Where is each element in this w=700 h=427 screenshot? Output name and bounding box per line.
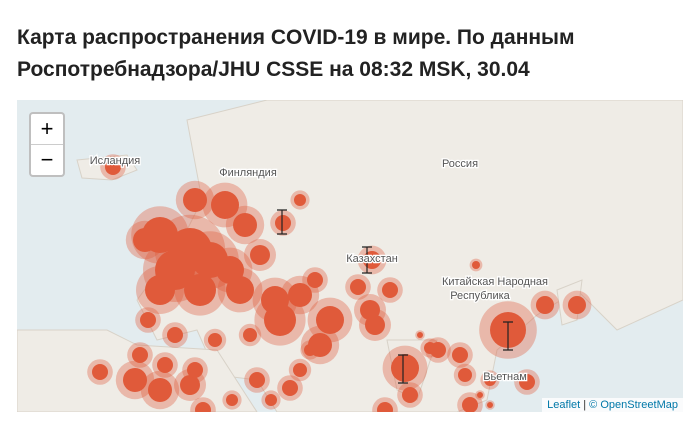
case-circle (365, 315, 385, 335)
place-labels: Исландия Финляндия Россия Казахстан Кита… (88, 154, 549, 385)
case-circle (293, 363, 307, 377)
case-circle (417, 332, 423, 338)
case-circle (208, 333, 222, 347)
case-circle (187, 362, 203, 378)
case-circle (250, 245, 270, 265)
case-circle (458, 368, 472, 382)
case-circle (243, 328, 257, 342)
case-circle (233, 213, 257, 237)
title: Карта распространения COVID-19 в мире. П… (17, 26, 575, 81)
case-circle (140, 312, 156, 328)
case-circle (462, 397, 478, 412)
case-circle (195, 402, 211, 412)
case-circle (350, 279, 366, 295)
case-circle (105, 159, 121, 175)
case-circle (282, 380, 298, 396)
leaflet-link[interactable]: Leaflet (547, 399, 581, 411)
place-label: Казахстан (346, 253, 398, 265)
case-circle (519, 374, 535, 390)
map-canvas: Исландия Финляндия Россия Казахстан Кита… (17, 100, 683, 412)
case-circle (484, 374, 496, 386)
place-label: Исландия (90, 155, 141, 167)
map[interactable]: Исландия Финляндия Россия Казахстан Кита… (17, 100, 683, 412)
place-label: Финляндия (219, 167, 277, 179)
zoom-control: + − (29, 112, 65, 177)
case-circle (382, 282, 398, 298)
osm-link[interactable]: © OpenStreetMap (589, 399, 678, 411)
case-circle (294, 194, 306, 206)
case-circle (183, 188, 207, 212)
case-circle (452, 347, 468, 363)
case-circle (148, 378, 172, 402)
separator: | (583, 399, 587, 411)
case-circle (132, 347, 148, 363)
case-circle (568, 296, 586, 314)
case-circles (87, 154, 592, 412)
case-circle (307, 272, 323, 288)
case-circle (391, 354, 419, 382)
place-label: Вьетнам (483, 371, 527, 383)
markers (277, 209, 513, 384)
case-circle (167, 327, 183, 343)
case-circle (123, 368, 147, 392)
place-label: Россия (442, 158, 478, 170)
case-circle (145, 275, 175, 305)
case-circle (472, 261, 480, 269)
case-circle (316, 306, 344, 334)
case-circle (265, 394, 277, 406)
case-circle (264, 304, 296, 336)
case-circle (402, 387, 418, 403)
case-circle (304, 344, 316, 356)
case-circle (477, 392, 483, 398)
case-circle (275, 215, 291, 231)
case-circle (430, 342, 446, 358)
case-circle (377, 402, 393, 412)
zoom-out[interactable]: − (40, 147, 54, 172)
case-circle (226, 394, 238, 406)
case-circle (211, 191, 239, 219)
case-circle (288, 283, 312, 307)
case-circle (157, 357, 173, 373)
case-circle (184, 274, 216, 306)
attribution: Leaflet | © OpenStreetMap (542, 398, 683, 412)
place-label: Республика (450, 290, 510, 302)
case-circle (226, 276, 254, 304)
place-label: Китайская Народная (442, 276, 548, 288)
case-circle (180, 375, 200, 395)
case-circle (487, 402, 493, 408)
case-circle (133, 228, 157, 252)
zoom-in[interactable]: + (31, 114, 63, 145)
case-circle (249, 372, 265, 388)
case-circle (536, 296, 554, 314)
case-circle (92, 364, 108, 380)
